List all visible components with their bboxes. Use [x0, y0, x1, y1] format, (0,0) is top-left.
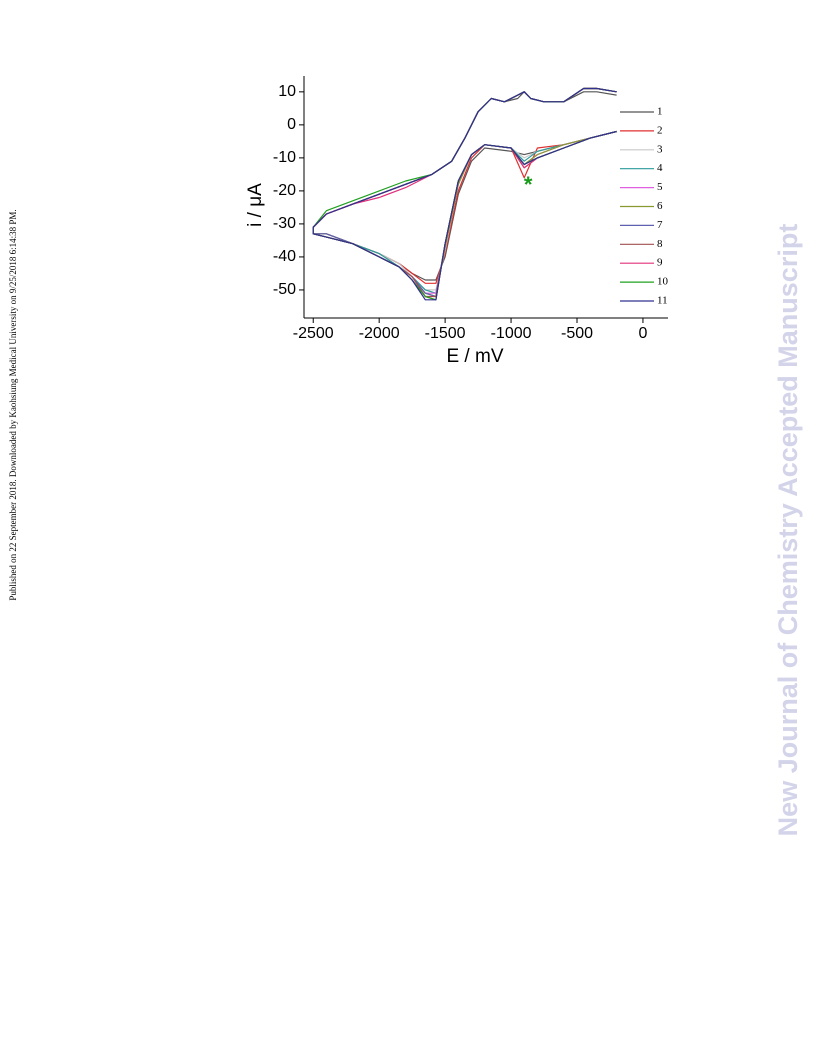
y-axis-label: i / μA [245, 183, 266, 227]
legend-label: 4 [657, 162, 663, 174]
legend-label: 2 [657, 124, 663, 136]
y-tick-label: 10 [278, 83, 296, 100]
legend-label: 1 [657, 106, 663, 118]
y-tick-label: -30 [273, 215, 296, 232]
x-tick-label: -1000 [491, 325, 532, 342]
y-tick-label: -50 [273, 281, 296, 298]
y-tick-label: 0 [287, 116, 296, 133]
legend-label: 6 [657, 200, 663, 212]
legend-label: 7 [657, 219, 663, 231]
cv-curve [312, 87, 617, 298]
cv-curve [312, 91, 617, 281]
cv-curve [312, 87, 617, 301]
annotation: * [524, 172, 533, 197]
cv-curve [312, 87, 617, 294]
cv-curve [312, 87, 617, 301]
legend-label: 5 [657, 181, 663, 193]
legend-label: 10 [657, 276, 669, 288]
cv-curve [312, 87, 617, 284]
legend-label: 3 [657, 143, 663, 155]
cv-curve [312, 87, 617, 294]
chart: E / mV i / μA -2500 -2000 -1500 -1000 -500 0-… [245, 76, 669, 367]
legend-label: 9 [657, 257, 663, 269]
y-tick-label: -10 [273, 149, 296, 166]
cv-curve [312, 87, 617, 301]
x-tick-label: -500 [561, 325, 593, 342]
x-tick-label: -1500 [425, 325, 466, 342]
legend-label: 8 [657, 238, 663, 250]
y-tick-label: -40 [273, 248, 296, 265]
x-tick-label: 0 [638, 325, 647, 342]
x-tick-label: -2000 [359, 325, 400, 342]
y-tick-label: -20 [273, 182, 296, 199]
watermark: New Journal of Chemistry Accepted Manusc… [773, 224, 803, 837]
legend-label: 11 [657, 295, 668, 307]
cv-curve [312, 87, 617, 291]
side-note: Published on 22 September 2018. Download… [8, 209, 18, 600]
cv-curve [312, 87, 617, 298]
x-axis-label: E / mV [446, 346, 503, 367]
cv-curve [312, 87, 617, 298]
x-tick-label: -2500 [293, 325, 334, 342]
